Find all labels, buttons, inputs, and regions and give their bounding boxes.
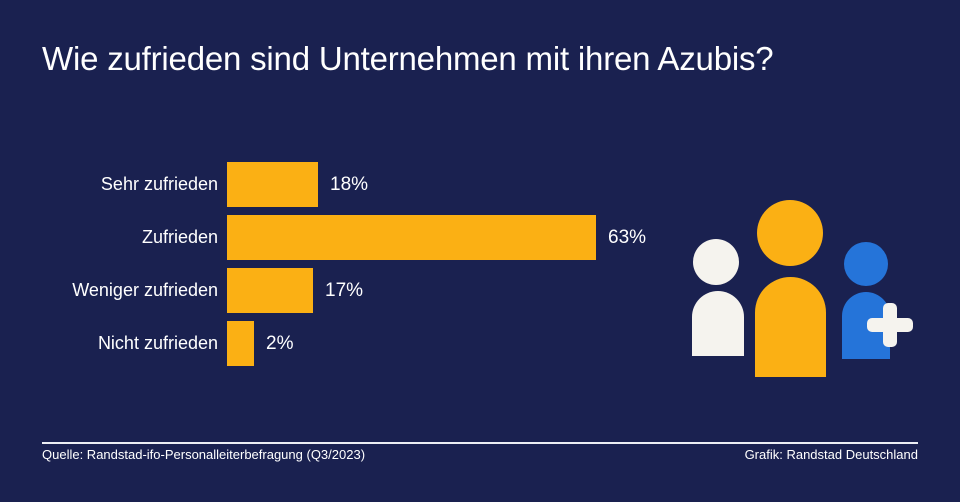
person-center-icon bbox=[755, 200, 826, 377]
bar-chart: Sehr zufrieden 18% Zufrieden 63% Weniger zuf… bbox=[42, 162, 646, 366]
bar bbox=[227, 321, 254, 366]
bar bbox=[227, 162, 318, 207]
credit-text: Grafik: Randstad Deutschland bbox=[744, 447, 918, 462]
value-label: 18% bbox=[330, 173, 369, 195]
category-label: Zufrieden bbox=[141, 227, 218, 247]
bar bbox=[227, 215, 596, 260]
bar-row: Sehr zufrieden 18% bbox=[42, 162, 646, 207]
value-label: 17% bbox=[325, 279, 364, 301]
bar-row: Nicht zufrieden 2% bbox=[42, 321, 646, 366]
category-label: Sehr zufrieden bbox=[100, 174, 218, 194]
source-text: Quelle: Randstad-ifo-Personalleiterbefra… bbox=[42, 447, 366, 462]
category-label: Weniger zufrieden bbox=[72, 280, 218, 300]
person-left-icon bbox=[692, 239, 744, 356]
people-illustration bbox=[692, 200, 913, 377]
chart-title: Wie zufrieden sind Unternehmen mit ihren… bbox=[42, 40, 774, 77]
footer: Quelle: Randstad-ifo-Personalleiterbefra… bbox=[42, 447, 918, 462]
footer-divider bbox=[42, 442, 918, 444]
bar bbox=[227, 268, 313, 313]
bar-row: Weniger zufrieden 17% bbox=[42, 268, 646, 313]
value-label: 2% bbox=[266, 332, 294, 354]
category-label: Nicht zufrieden bbox=[97, 333, 218, 353]
value-label: 63% bbox=[608, 226, 647, 248]
person-right-icon bbox=[842, 242, 890, 359]
plus-icon bbox=[867, 303, 913, 347]
bar-row: Zufrieden 63% bbox=[42, 215, 646, 260]
